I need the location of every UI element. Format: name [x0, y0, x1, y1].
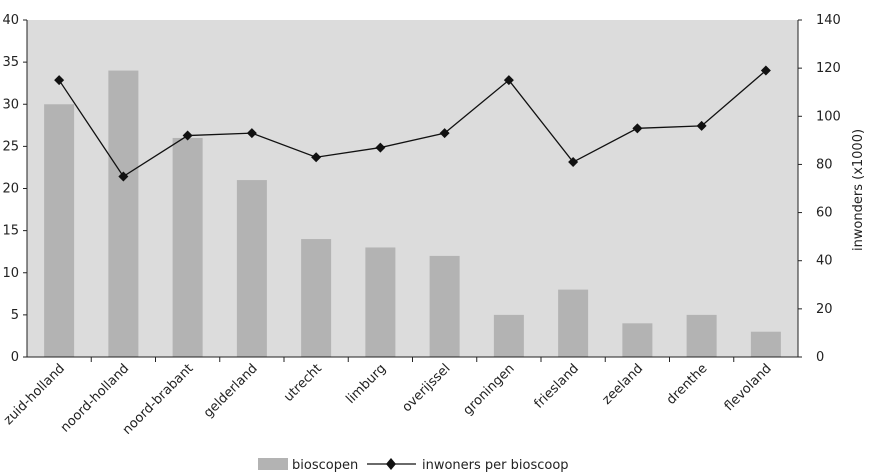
left-tick-label: 30	[2, 97, 19, 112]
line-marker	[246, 128, 257, 139]
bar	[108, 70, 139, 358]
legend: bioscopen inwoners per bioscoop	[258, 458, 569, 473]
line-marker	[118, 171, 129, 182]
line-marker	[439, 128, 450, 139]
line-marker	[311, 152, 322, 163]
line-marker	[568, 157, 579, 168]
x-tick-label: zuid-holland	[1, 361, 68, 428]
x-tick-label: overijssel	[399, 361, 453, 415]
x-tick-label: friesland	[531, 361, 581, 411]
right-axis-title: inwonders (x1000)	[851, 129, 866, 251]
legend-line-marker	[386, 458, 396, 470]
legend-bar-swatch	[258, 458, 288, 470]
line-marker	[760, 65, 771, 76]
x-tick-label: drenthe	[664, 361, 711, 408]
bar	[236, 180, 267, 357]
legend-bar-label: bioscopen	[292, 458, 358, 473]
right-tick-label: 20	[816, 302, 833, 317]
x-tick-label: utrecht	[281, 361, 325, 405]
right-tick-label: 100	[816, 109, 841, 124]
x-tick-label: groningen	[461, 361, 518, 418]
legend-line-label: inwoners per bioscoop	[422, 458, 569, 473]
line-marker	[632, 123, 643, 134]
line-marker	[54, 75, 65, 86]
bar	[750, 331, 781, 357]
bar	[365, 247, 396, 357]
x-tick-label: flevoland	[722, 361, 775, 414]
bar	[301, 239, 332, 357]
right-tick-label: 60	[816, 206, 833, 221]
left-tick-label: 5	[11, 308, 19, 323]
bar	[493, 314, 524, 357]
bar	[622, 323, 653, 357]
bar	[172, 137, 203, 357]
right-tick-label: 140	[816, 13, 841, 28]
right-tick-label: 80	[816, 157, 833, 172]
line-marker	[696, 120, 707, 131]
bar	[686, 314, 717, 357]
bar	[429, 255, 460, 357]
right-tick-label: 0	[816, 350, 824, 365]
left-tick-label: 35	[2, 55, 19, 70]
right-tick-label: 40	[816, 254, 833, 269]
plot-area	[27, 20, 798, 357]
x-tick-label: noord-holland	[58, 361, 132, 435]
x-tick-label: gelderland	[201, 361, 261, 421]
line-marker	[503, 75, 514, 86]
x-tick-label: limburg	[343, 361, 389, 407]
bar	[558, 289, 589, 357]
line-layer	[54, 65, 771, 182]
bars-layer	[44, 70, 781, 358]
left-tick-label: 15	[2, 224, 19, 239]
right-tick-label: 120	[816, 61, 841, 76]
line-marker	[375, 142, 386, 153]
left-tick-label: 40	[2, 13, 19, 28]
line-marker	[182, 130, 193, 141]
series-line	[58, 70, 767, 178]
x-tick-label: zeeland	[600, 361, 647, 408]
left-tick-label: 0	[11, 350, 19, 365]
left-tick-label: 10	[2, 266, 19, 281]
axes-layer: 0 5 10 15 20 25 30 35 40 0 20 40 60 80 100 120 140	[2, 13, 840, 365]
bar	[44, 104, 75, 357]
left-tick-label: 20	[2, 182, 19, 197]
x-tick-label: noord-brabant	[120, 361, 197, 438]
left-tick-label: 25	[2, 139, 19, 154]
